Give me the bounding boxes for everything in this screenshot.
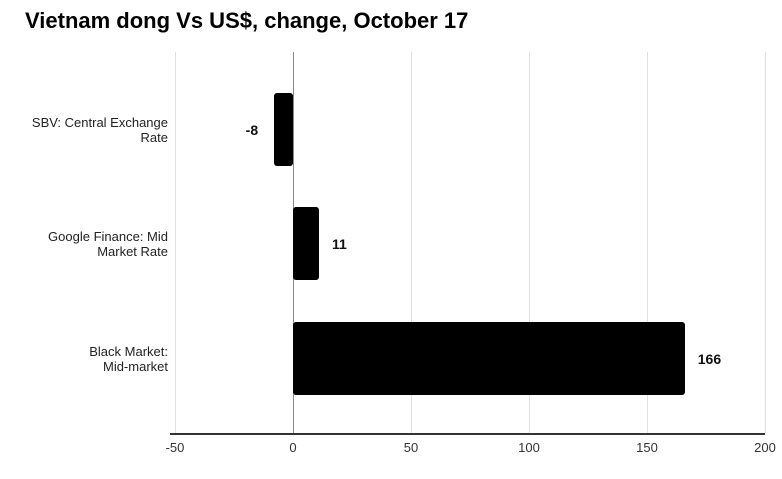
x-tick-label--50: -50 [165,440,185,455]
x-tick-label-100: 100 [518,440,540,455]
bar-sbv-central-exchange-rate [274,93,293,166]
x-tick-label-150: 150 [636,440,658,455]
category-label-google-finance-mid-market-rate: Google Finance: Mid Market Rate [48,228,168,259]
bar-google-finance-mid-market-rate [293,207,319,280]
value-label-google-finance-mid-market-rate: 11 [331,235,347,252]
category-label-sbv-central-exchange-rate: SBV: Central Exchange Rate [31,114,168,145]
category-label-black-market-mid-market: Black Market: Mid-market [89,343,168,374]
gridline-200 [765,52,766,433]
gridline-100 [529,52,530,433]
gridline--50 [175,52,176,433]
x-tick-label-50: 50 [403,440,419,455]
x-tick-label-0: 0 [289,440,297,455]
gridline-150 [647,52,648,433]
gridline-50 [411,52,412,433]
x-tick-label-200: 200 [754,440,776,455]
value-label-sbv-central-exchange-rate: -8 [245,121,259,138]
x-axis-line [170,433,765,435]
chart-title: Vietnam dong Vs US$, change, October 17 [25,8,469,33]
value-label-black-market-mid-market: 166 [697,350,722,367]
bar-black-market-mid-market [293,322,685,395]
